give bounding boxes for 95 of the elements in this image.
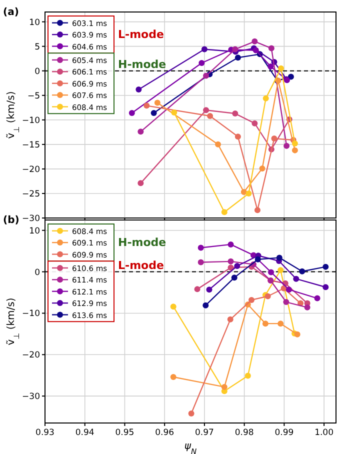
point: [254, 256, 261, 262]
point: [228, 264, 234, 271]
x-axis-title: ψ$_{N}$: [184, 441, 197, 454]
point: [271, 136, 278, 142]
point: [144, 102, 150, 109]
point: [170, 374, 176, 380]
point: [194, 286, 200, 292]
annotation: H-mode: [118, 236, 166, 249]
point: [276, 254, 282, 261]
chart-title: (b): [3, 215, 20, 226]
y-tick-label: 5: [34, 42, 40, 52]
point: [188, 410, 194, 416]
annotation: L-mode: [118, 258, 164, 272]
point: [234, 54, 241, 61]
point: [198, 244, 204, 251]
y-tick-label: 0: [34, 268, 40, 278]
point: [278, 320, 284, 327]
point: [228, 258, 234, 264]
point: [268, 45, 274, 52]
point: [171, 110, 178, 116]
x-tick-label: 0.99: [274, 428, 294, 438]
y-tick-label: 10: [29, 18, 40, 28]
y-tick-label: −30: [22, 214, 40, 224]
x-tick-label: 0.98: [234, 428, 254, 438]
point: [154, 100, 160, 106]
point: [228, 241, 234, 248]
point: [202, 302, 209, 308]
y-tick-label: −10: [22, 116, 40, 126]
point: [293, 276, 300, 282]
point: [240, 189, 247, 196]
point: [138, 128, 144, 135]
point: [292, 140, 298, 146]
annotation: H-mode: [118, 58, 166, 71]
point: [215, 141, 222, 148]
x-tick-label: 1.00: [314, 428, 334, 438]
y-tick-label: −20: [22, 164, 40, 175]
point: [254, 207, 260, 214]
y-tick-label: −15: [22, 140, 40, 150]
point: [262, 95, 269, 102]
x-tick-label: 0.93: [36, 428, 54, 438]
point: [221, 384, 228, 390]
point: [150, 110, 157, 116]
point: [322, 284, 329, 290]
point: [128, 110, 135, 116]
point: [283, 299, 290, 306]
point: [252, 120, 258, 126]
point: [227, 316, 234, 322]
point: [278, 65, 284, 72]
y-tick-label: −10: [22, 309, 40, 320]
point: [314, 295, 320, 302]
point: [232, 46, 238, 52]
y-tick-label: −30: [22, 392, 40, 402]
point: [198, 259, 204, 266]
point: [198, 60, 205, 66]
point: [234, 134, 241, 140]
y-tick-label: −20: [22, 350, 40, 361]
point: [244, 372, 251, 379]
point: [299, 268, 306, 274]
x-tick-label: 0.94: [75, 428, 94, 438]
point: [268, 63, 274, 70]
point: [284, 142, 290, 149]
x-tick-label: 0.96: [155, 428, 174, 438]
point: [259, 165, 266, 172]
point: [278, 267, 284, 274]
y-tick-label: 10: [29, 226, 40, 236]
point: [234, 262, 240, 269]
point: [262, 320, 268, 327]
point: [294, 331, 300, 338]
point: [170, 304, 176, 310]
point: [138, 180, 144, 186]
point: [203, 72, 210, 79]
annotation: L-mode: [118, 28, 164, 41]
point: [248, 296, 254, 303]
x-tick-label: 0.97: [194, 428, 214, 438]
point: [292, 147, 298, 154]
point: [232, 110, 238, 117]
point: [264, 293, 271, 300]
x-tick-label: 0.95: [115, 428, 134, 438]
point: [231, 274, 238, 281]
point: [304, 304, 310, 310]
point: [268, 269, 274, 276]
point: [221, 209, 228, 216]
point: [206, 286, 212, 293]
point: [252, 38, 258, 44]
chart-title: (a): [3, 7, 19, 18]
point: [286, 286, 292, 293]
point: [207, 112, 214, 119]
point: [203, 107, 210, 114]
point: [201, 46, 208, 52]
y-tick-label: 0: [34, 66, 40, 77]
point: [246, 190, 252, 196]
point: [322, 264, 329, 270]
y-tick-label: −5: [27, 91, 40, 102]
y-tick-label: −25: [22, 189, 40, 200]
point: [136, 86, 142, 92]
